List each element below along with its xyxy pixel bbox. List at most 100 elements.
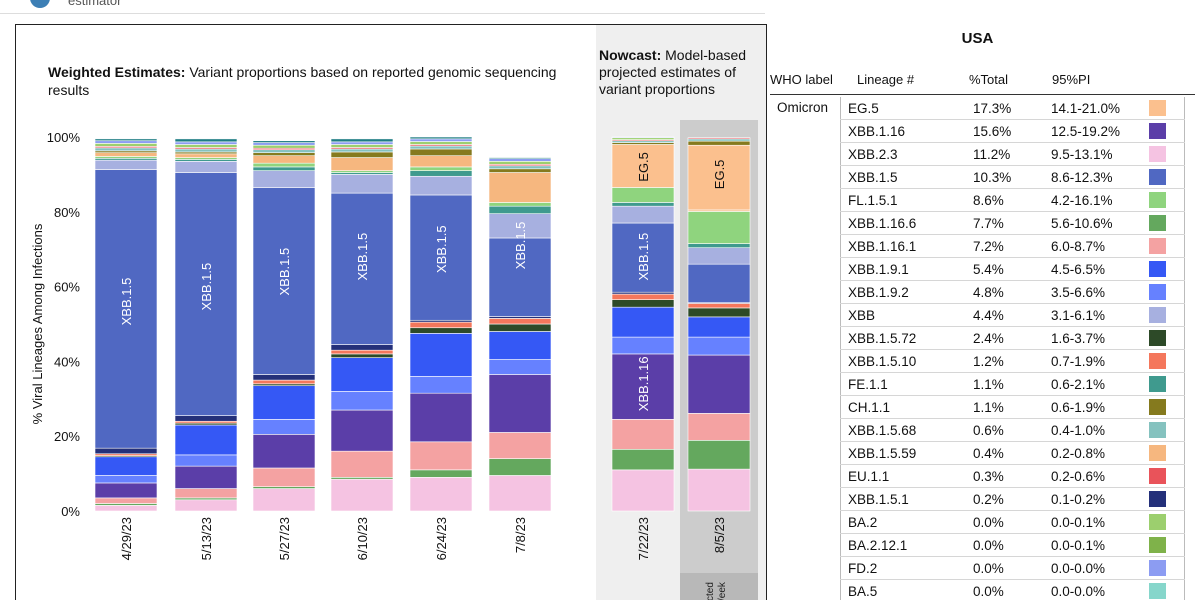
nowcast-title-bold: Nowcast: — [599, 47, 662, 63]
pi-cell: 6.0-8.7% — [1051, 239, 1106, 254]
top-strip-text: estimator — [68, 0, 122, 8]
bar-segment — [174, 161, 238, 173]
table-row: FD.2 0.0% 0.0-0.0% — [840, 557, 1185, 580]
y-tick-label: 100% — [47, 130, 81, 145]
table-row: BA.5 0.0% 0.0-0.0% — [840, 580, 1185, 600]
bar-segment — [252, 170, 316, 188]
bar-segment — [687, 307, 751, 318]
bar-segment — [687, 336, 751, 356]
table-row: XBB.1.5.68 0.6% 0.4-1.0% — [840, 419, 1185, 442]
bar-segment — [174, 465, 238, 489]
bar-segment — [409, 170, 473, 177]
table-row: XBB.1.5.59 0.4% 0.2-0.8% — [840, 442, 1185, 465]
bar-segment — [488, 432, 552, 459]
table-row: XBB.1.16 15.6% 12.5-19.2% — [840, 120, 1185, 143]
color-swatch — [1149, 215, 1166, 231]
bar-segment — [94, 140, 158, 144]
table-row: FE.1.1 1.1% 0.6-2.1% — [840, 373, 1185, 396]
total-cell: 2.4% — [973, 331, 1004, 346]
pi-cell: 0.0-0.0% — [1051, 584, 1106, 599]
bar-segment — [409, 136, 473, 140]
total-cell: 5.4% — [973, 262, 1004, 277]
lineage-cell: BA.2 — [848, 515, 878, 530]
bar-segment — [488, 205, 552, 214]
bar-segment — [611, 205, 675, 224]
lineage-cell: XBB.1.5.72 — [848, 331, 917, 346]
header-lineage: Lineage # — [857, 72, 915, 87]
bar-segment — [611, 353, 675, 420]
lineage-cell: XBB.1.5.68 — [848, 423, 917, 438]
bar-segment — [94, 147, 158, 152]
total-cell: 10.3% — [973, 170, 1012, 185]
bar-segment — [330, 141, 394, 145]
x-tick-label: 6/10/23 — [355, 517, 370, 560]
bar-segment — [330, 148, 394, 153]
bar-segment — [687, 413, 751, 441]
top-strip: estimator — [0, 0, 765, 14]
bar-label: EG.5 — [712, 160, 727, 190]
usa-table: USA WHO label Lineage # %Total 95%PI Omi… — [765, 0, 1200, 600]
pi-cell: 0.7-1.9% — [1051, 354, 1106, 369]
total-cell: 0.0% — [973, 538, 1004, 553]
bar-segment — [409, 155, 473, 168]
bar-segment — [94, 143, 158, 147]
bar-label: XBB.1.5 — [277, 248, 292, 296]
lineage-cell: XBB.1.16.1 — [848, 239, 917, 254]
who-label-cell: Omicron — [777, 100, 829, 115]
table-row: XBB.1.16.6 7.7% 5.6-10.6% — [840, 212, 1185, 235]
total-cell: 0.0% — [973, 561, 1004, 576]
x-tick-label: 7/8/23 — [513, 517, 528, 553]
lineage-cell: XBB.1.5.59 — [848, 446, 917, 461]
pi-cell: 0.6-1.9% — [1051, 400, 1106, 415]
bar-segment — [687, 137, 751, 140]
bar-segment — [409, 392, 473, 443]
bar-segment — [174, 141, 238, 145]
bar-segment — [611, 448, 675, 471]
bar-segment — [330, 151, 394, 158]
bar-segment — [252, 140, 316, 143]
bar-label: XBB.1.5 — [434, 225, 449, 273]
header-divider — [770, 94, 1195, 95]
bar-segment — [252, 149, 316, 154]
pi-cell: 14.1-21.0% — [1051, 101, 1121, 116]
total-cell: 0.3% — [973, 469, 1004, 484]
bar-segment — [174, 424, 238, 456]
bar-segment — [409, 138, 473, 142]
bar-segment — [687, 138, 751, 142]
table-row: XBB.1.16.1 7.2% 6.0-8.7% — [840, 235, 1185, 258]
bar-segment — [330, 144, 394, 148]
y-tick-label: 0% — [61, 504, 80, 519]
total-cell: 0.4% — [973, 446, 1004, 461]
color-swatch — [1149, 100, 1166, 116]
bar-segment — [687, 247, 751, 265]
bar-segment — [687, 144, 751, 211]
bar-label: EG.5 — [636, 152, 651, 182]
bar-segment — [488, 237, 552, 317]
lineage-cell: XBB.1.16.6 — [848, 216, 917, 231]
bar-label: XBB.1.16 — [636, 356, 651, 411]
bar-segment — [409, 327, 473, 334]
color-swatch — [1149, 238, 1166, 254]
pi-cell: 0.1-0.2% — [1051, 492, 1106, 507]
color-swatch — [1149, 307, 1166, 323]
bar-segment — [687, 354, 751, 414]
pi-cell: 0.2-0.8% — [1051, 446, 1106, 461]
bar-segment — [252, 187, 316, 375]
table-row: XBB.1.9.2 4.8% 3.5-6.6% — [840, 281, 1185, 304]
bar-segment — [330, 138, 394, 143]
table-row: XBB.1.5 10.3% 8.6-12.3% — [840, 166, 1185, 189]
bar-segment — [409, 321, 473, 329]
bar-segment — [488, 475, 552, 512]
nowcast-footer-text: cted/eek — [705, 581, 728, 600]
nowcast-title-text: Model-based projected estimates of varia… — [599, 47, 747, 97]
bar-segment — [330, 174, 394, 194]
bar-segment — [94, 138, 158, 142]
table-row: XBB.2.3 11.2% 9.5-13.1% — [840, 143, 1185, 166]
table-row: EU.1.1 0.3% 0.2-0.6% — [840, 465, 1185, 488]
bar-segment — [488, 202, 552, 207]
bar-label: XBB.1.5 — [119, 278, 134, 326]
bar-segment — [687, 303, 751, 309]
bar-segment — [252, 434, 316, 469]
bar-segment — [94, 169, 158, 449]
bar-segment — [94, 497, 158, 504]
